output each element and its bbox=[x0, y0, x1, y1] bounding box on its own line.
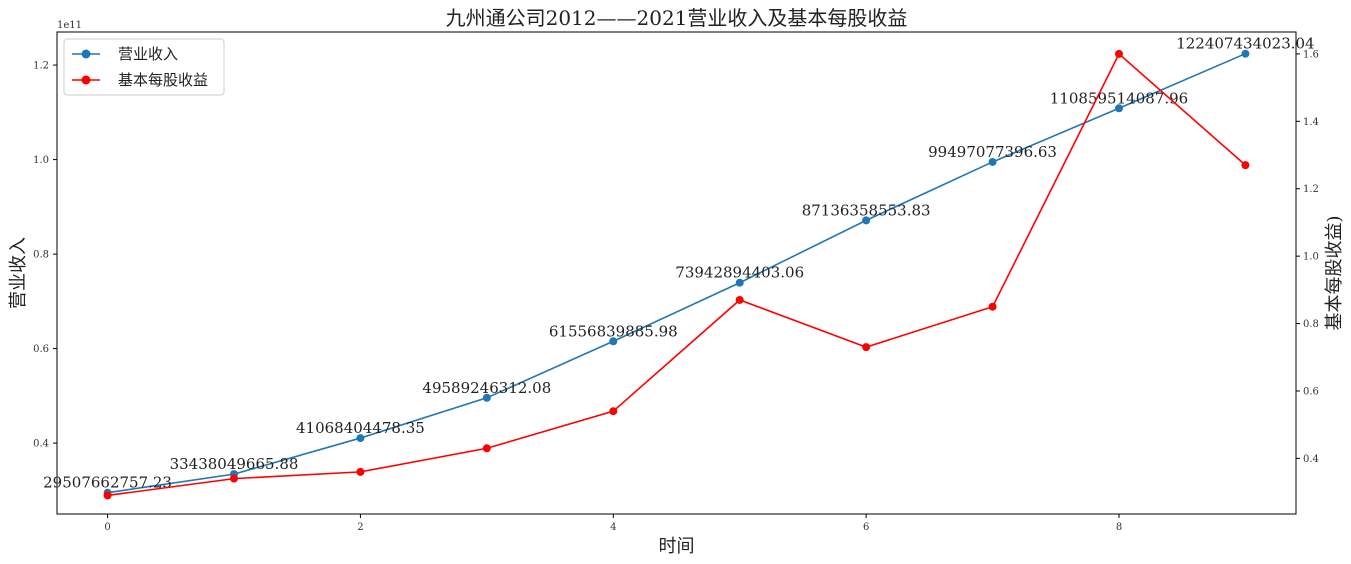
revenue-data-label: 87136358553.83 bbox=[802, 201, 931, 219]
revenue-line bbox=[107, 52, 1246, 494]
right-y-tick-label: 1.6 bbox=[1303, 49, 1319, 60]
legend-box bbox=[63, 38, 225, 96]
revenue-data-label: 122407434023.04 bbox=[1176, 35, 1314, 53]
right-y-tick-label: 1.0 bbox=[1303, 252, 1319, 263]
revenue-data-label: 61556839885.98 bbox=[549, 322, 678, 340]
eps-point bbox=[735, 295, 744, 304]
left-y-axis-label: 营业收入 bbox=[8, 237, 29, 309]
legend-marker-revenue bbox=[81, 49, 91, 59]
x-tick-label: 6 bbox=[863, 522, 869, 533]
eps-point bbox=[862, 343, 871, 352]
left-y-tick-label: 1.2 bbox=[33, 61, 49, 72]
right-y-tick-label: 0.6 bbox=[1303, 386, 1319, 397]
eps-point bbox=[609, 407, 618, 416]
eps-point bbox=[230, 474, 238, 483]
x-tick-label: 2 bbox=[357, 522, 363, 533]
revenue-data-label: 29507662757.23 bbox=[43, 474, 172, 492]
eps-point bbox=[482, 444, 491, 453]
revenue-point bbox=[735, 278, 744, 287]
eps-point bbox=[356, 467, 365, 476]
eps-point bbox=[1115, 49, 1123, 58]
revenue-data-label: 99497077396.63 bbox=[928, 143, 1057, 161]
revenue-point bbox=[988, 157, 997, 166]
plot-frame bbox=[56, 31, 1297, 515]
chart-title: 九州通公司2012——2021营业收入及基本每股收益 bbox=[446, 6, 908, 30]
revenue-point bbox=[1115, 104, 1123, 113]
eps-point bbox=[103, 491, 112, 500]
right-y-tick-label: 0.8 bbox=[1303, 319, 1319, 330]
revenue-point bbox=[356, 434, 365, 443]
eps-line bbox=[107, 52, 1246, 497]
right-y-tick-label: 1.4 bbox=[1303, 117, 1319, 128]
revenue-point bbox=[609, 337, 618, 346]
eps-point bbox=[988, 302, 997, 311]
legend-label-eps: 基本每股收益 bbox=[118, 71, 208, 89]
left-y-tick-label: 0.6 bbox=[33, 344, 49, 355]
x-tick-label: 8 bbox=[1116, 522, 1122, 533]
legend: 营业收入 基本每股收益 bbox=[63, 38, 225, 96]
revenue-data-label: 33438049665.88 bbox=[170, 455, 299, 473]
revenue-data-label: 73942894403.06 bbox=[675, 264, 804, 282]
legend-marker-eps bbox=[81, 75, 91, 85]
right-y-tick-label: 1.2 bbox=[1303, 184, 1319, 195]
left-y-tick-label: 0.8 bbox=[33, 250, 49, 261]
left-y-tick-label: 0.4 bbox=[33, 439, 49, 450]
plot-area: 0 2 4 6 8 0.4 0.6 0.8 1.0 1.2 0.4 0.6 0.8 1.0 1.2 1.4 1.… bbox=[33, 31, 1319, 533]
revenue-data-label: 41068404478.35 bbox=[296, 419, 425, 437]
x-tick-label: 0 bbox=[104, 522, 110, 533]
revenue-data-label: 110859514087.96 bbox=[1050, 89, 1188, 107]
revenue-point bbox=[1241, 49, 1250, 58]
x-tick-label: 4 bbox=[610, 522, 616, 533]
legend-label-revenue: 营业收入 bbox=[118, 45, 178, 63]
left-axis-exponent: 1e11 bbox=[57, 20, 82, 31]
x-axis-label: 时间 bbox=[659, 536, 695, 557]
eps-point bbox=[1241, 161, 1250, 170]
revenue-point bbox=[862, 216, 871, 225]
revenue-data-label: 49589246312.08 bbox=[422, 379, 551, 397]
revenue-point bbox=[482, 393, 491, 402]
right-y-axis-label: 基本每股收益) bbox=[1324, 215, 1345, 330]
left-y-tick-label: 1.0 bbox=[33, 155, 49, 166]
right-y-tick-label: 0.4 bbox=[1303, 454, 1319, 465]
